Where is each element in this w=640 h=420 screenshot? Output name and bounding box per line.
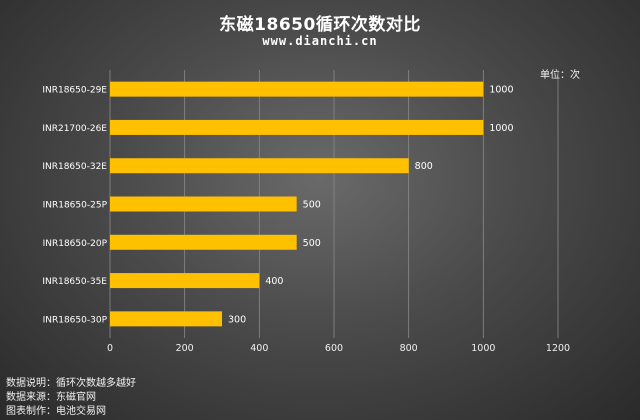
bar-1 [110, 119, 484, 135]
category-label-5: INR18650-35E [42, 277, 107, 287]
category-label-2: INR18650-32E [42, 162, 107, 172]
bar-6 [110, 311, 222, 327]
value-label-5: 400 [265, 276, 283, 287]
category-label-3: INR18650-25P [43, 201, 108, 211]
value-label-4: 500 [303, 238, 321, 249]
value-label-6: 300 [228, 314, 246, 325]
bar-5 [110, 273, 260, 289]
category-label-6: INR18650-30P [43, 315, 108, 325]
bar-4 [110, 234, 297, 250]
category-label-1: INR21700-26E [42, 124, 107, 134]
category-label-0: INR18650-29E [42, 86, 107, 96]
value-label-0: 1000 [489, 85, 513, 96]
chart-title: 东磁18650循环次数对比 [219, 15, 421, 35]
bar-0 [110, 81, 484, 97]
note-maker-label: 图表制作： [6, 406, 56, 417]
x-tick-label-1: 200 [176, 343, 194, 354]
value-label-2: 800 [415, 161, 433, 172]
note-maker-value: 电池交易网 [56, 406, 106, 417]
chart-notes: 数据说明：循环次数越多越好 数据来源：东磁官网 图表制作：电池交易网 [6, 377, 136, 419]
bar-3 [110, 196, 297, 212]
x-tick-label-2: 400 [250, 343, 268, 354]
x-tick-label-3: 600 [325, 343, 343, 354]
note-source-label: 数据来源： [6, 392, 56, 403]
value-label-3: 500 [303, 200, 321, 211]
note-maker: 图表制作：电池交易网 [6, 405, 136, 419]
website-label: www.dianchi.cn [262, 34, 378, 48]
note-description: 数据说明：循环次数越多越好 [6, 377, 136, 391]
note-description-label: 数据说明： [6, 378, 56, 389]
unit-label: 单位：次 [540, 70, 580, 81]
value-label-1: 1000 [489, 123, 513, 134]
x-tick-label-5: 1000 [471, 343, 495, 354]
x-tick-label-4: 800 [400, 343, 418, 354]
category-label-4: INR18650-20P [43, 239, 108, 249]
note-source: 数据来源：东磁官网 [6, 391, 136, 405]
x-tick-label-0: 0 [107, 343, 113, 354]
bar-2 [110, 158, 409, 174]
note-description-value: 循环次数越多越好 [56, 378, 136, 389]
note-source-value: 东磁官网 [56, 392, 96, 403]
x-tick-label-6: 1200 [546, 343, 570, 354]
